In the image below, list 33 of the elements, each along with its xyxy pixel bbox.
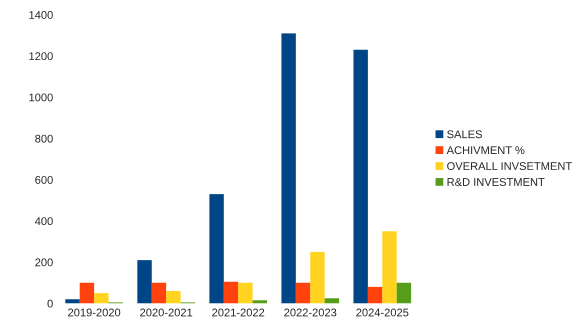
bar <box>396 282 412 304</box>
bar <box>324 298 340 304</box>
bar <box>281 33 296 304</box>
bar <box>224 282 238 304</box>
x-tick-label: 2024-2025 <box>356 308 408 316</box>
bar <box>238 282 253 304</box>
y-tick-label: 600 <box>35 176 53 184</box>
legend-label: SALES <box>447 130 482 138</box>
legend-label: ACHIVMENT % <box>446 146 524 154</box>
y-tick-label: 0 <box>47 300 53 308</box>
bar <box>137 260 152 304</box>
bar <box>209 194 224 304</box>
legend-label: OVERALL INVSETMENT <box>447 162 572 170</box>
y-tick-label: 1400 <box>29 11 53 19</box>
y-tick-label: 1200 <box>29 52 53 60</box>
y-tick-label: 200 <box>35 258 53 266</box>
bar <box>353 50 368 304</box>
y-tick-label: 1000 <box>29 93 53 102</box>
bar <box>80 282 94 304</box>
x-tick-label: 2022-2023 <box>284 308 336 316</box>
legend-label: R&D INVESTMENT <box>448 178 545 186</box>
bar <box>310 252 325 304</box>
bar <box>296 282 310 304</box>
x-tick-label: 2021-2022 <box>212 308 264 316</box>
bar <box>94 293 109 304</box>
bar <box>382 231 397 304</box>
x-tick-label: 2020-2021 <box>140 308 192 316</box>
bar <box>152 282 166 304</box>
y-tick-label: 800 <box>35 134 53 143</box>
y-tick-label: 400 <box>34 217 53 226</box>
x-tick-label: 2019-2020 <box>68 308 120 316</box>
bar <box>368 286 382 304</box>
bar <box>166 291 181 304</box>
